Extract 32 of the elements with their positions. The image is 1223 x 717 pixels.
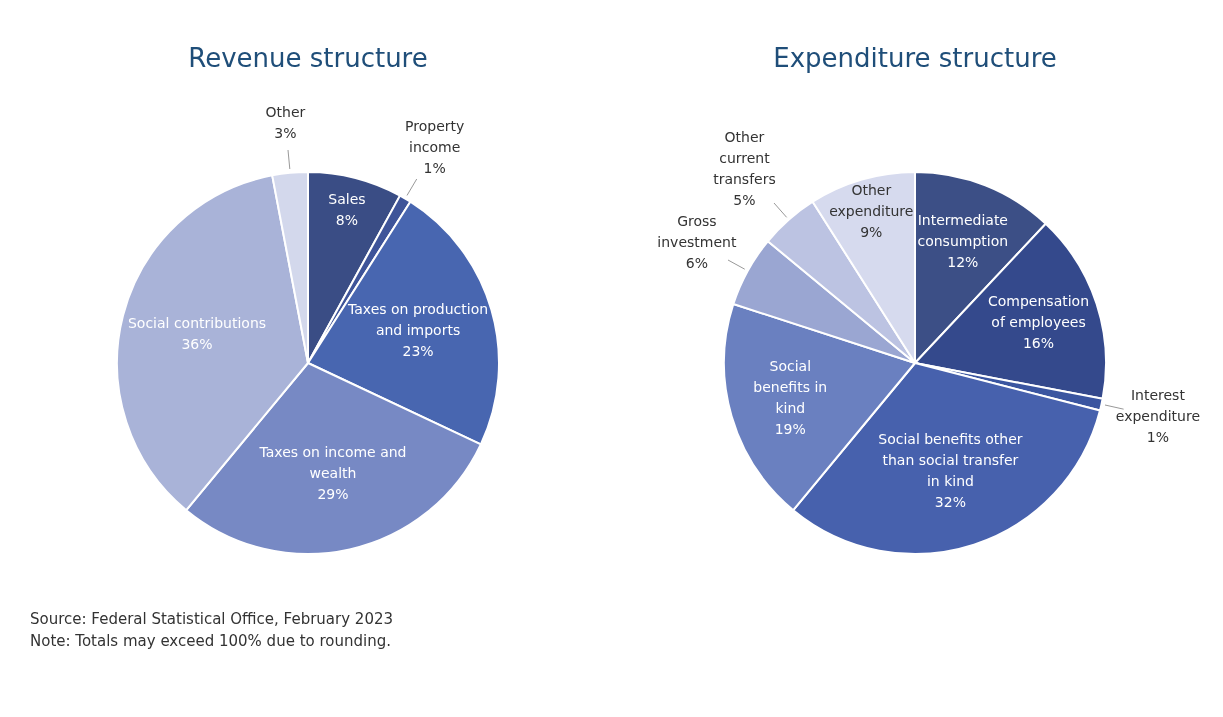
slice-label: Other	[265, 104, 306, 121]
slice-label: Social benefits in kind	[753, 358, 828, 417]
chart-title: Revenue structure	[187, 42, 429, 75]
data-label: 36%	[181, 335, 213, 352]
slice-label: Gross investment	[657, 212, 737, 250]
data-label: 8%	[335, 212, 359, 229]
slice-label: Other current transfers	[713, 128, 776, 187]
data-label: 12%	[947, 253, 979, 270]
data-label: 9%	[860, 224, 883, 241]
data-label: 1%	[423, 160, 446, 177]
data-label: 23%	[402, 342, 434, 359]
data-label: 3%	[274, 125, 297, 142]
source-note: Source: Federal Statistical Office, February 2023	[30, 609, 395, 630]
slice-label: Sales	[328, 191, 366, 208]
slice-label: Taxes on income and wealth	[258, 444, 407, 482]
data-label: 29%	[317, 486, 349, 503]
slice-label: Intermediate consumption	[917, 211, 1009, 249]
data-label: 6%	[685, 254, 708, 271]
slice-label: Social contributions	[127, 314, 267, 331]
slice-label: Compensation of employees	[988, 292, 1090, 330]
data-label: 32%	[934, 494, 966, 511]
data-label: 1%	[1146, 428, 1170, 445]
slice-label: Property income	[405, 118, 465, 156]
data-label: 5%	[733, 191, 756, 208]
slice-label: Interest expenditure	[1115, 386, 1201, 424]
text: Note: Totals may exceed 100% due to rounding.	[30, 631, 392, 652]
slice-label: Other expenditure	[829, 182, 914, 220]
data-label: 16%	[1022, 334, 1055, 351]
chart-title: Expenditure structure	[772, 42, 1058, 75]
slice-label: Social benefits other than social transfer in kind	[878, 431, 1023, 490]
data-label: 19%	[774, 421, 806, 438]
slice-label: Taxes on production and imports	[347, 300, 489, 338]
